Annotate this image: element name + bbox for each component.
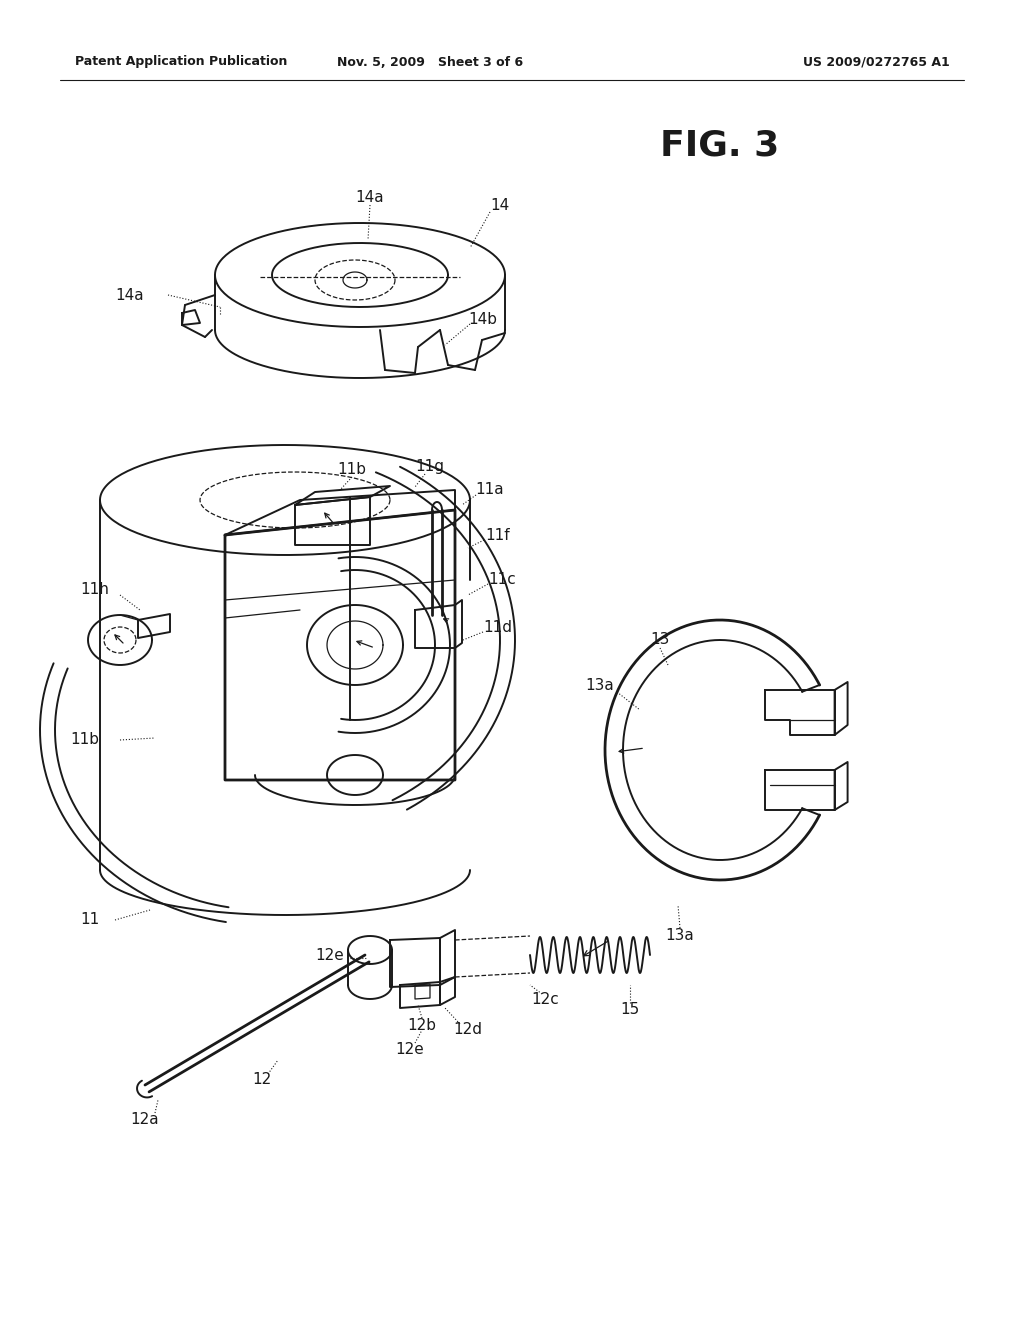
Text: Patent Application Publication: Patent Application Publication [75, 55, 288, 69]
Text: 14: 14 [490, 198, 510, 213]
Text: 13a: 13a [666, 928, 694, 942]
Text: US 2009/0272765 A1: US 2009/0272765 A1 [803, 55, 950, 69]
Text: 11h: 11h [81, 582, 110, 598]
Text: 11f: 11f [485, 528, 510, 543]
Text: 14a: 14a [116, 288, 144, 302]
Text: 12b: 12b [408, 1018, 436, 1032]
Text: 13a: 13a [586, 677, 614, 693]
Text: 11a: 11a [476, 483, 504, 498]
Text: Nov. 5, 2009   Sheet 3 of 6: Nov. 5, 2009 Sheet 3 of 6 [337, 55, 523, 69]
Text: 11c: 11c [488, 573, 516, 587]
Text: 12e: 12e [395, 1043, 424, 1057]
Text: 11g: 11g [416, 459, 444, 474]
Text: 11b: 11b [71, 733, 99, 747]
Text: 11d: 11d [483, 620, 512, 635]
Text: 14a: 14a [355, 190, 384, 206]
Text: 13: 13 [650, 632, 670, 648]
Text: FIG. 3: FIG. 3 [660, 128, 779, 162]
Text: 12c: 12c [531, 993, 559, 1007]
Text: 11: 11 [80, 912, 99, 928]
Text: 15: 15 [621, 1002, 640, 1018]
Text: 12e: 12e [315, 948, 344, 962]
Text: 12d: 12d [454, 1023, 482, 1038]
Text: 14b: 14b [469, 313, 498, 327]
Text: 12a: 12a [131, 1113, 160, 1127]
Text: 11b: 11b [338, 462, 367, 478]
Text: 12: 12 [252, 1072, 271, 1088]
